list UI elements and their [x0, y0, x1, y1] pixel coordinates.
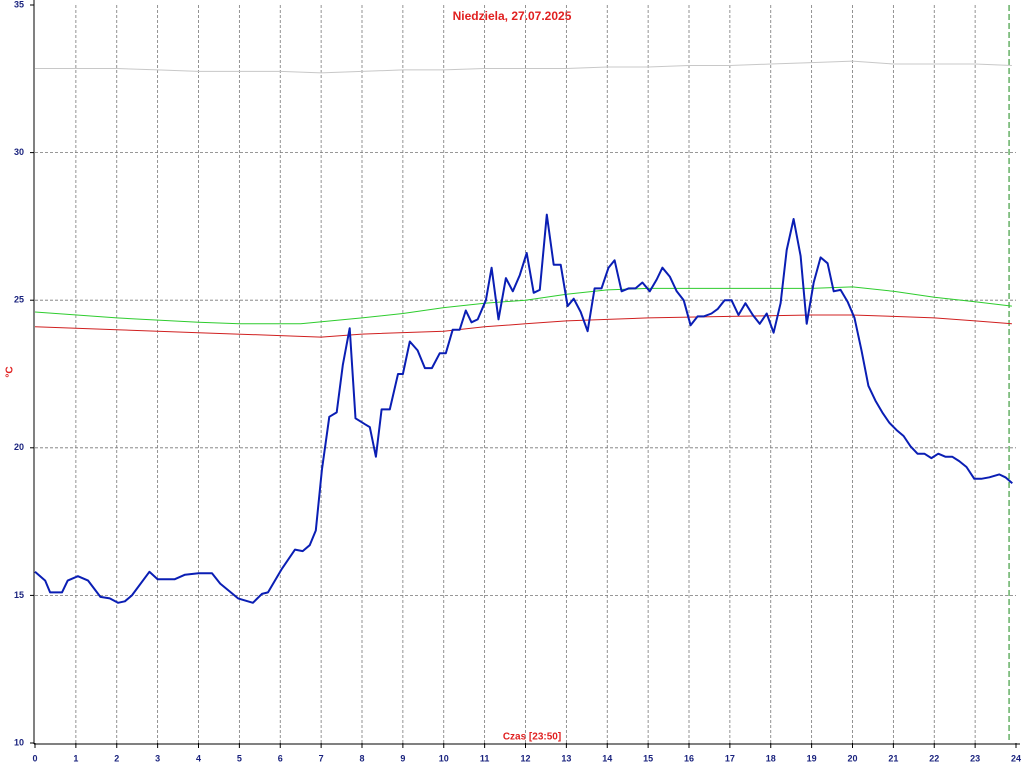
x-tick-label: 9 — [400, 753, 405, 763]
x-tick-label: 0 — [32, 753, 37, 763]
x-tick-label: 3 — [155, 753, 160, 763]
x-axis-label: Czas [23:50] — [503, 732, 561, 743]
chart-title: Niedziela, 27.07.2025 — [453, 9, 572, 23]
y-tick-label: 10 — [14, 737, 24, 747]
line — [34, 286, 1012, 325]
x-tick-label: 22 — [929, 753, 939, 763]
x-tick-label: 17 — [725, 753, 735, 763]
x-tick-label: 2 — [114, 753, 119, 763]
x-tick-label: 19 — [807, 753, 817, 763]
line — [34, 314, 1012, 338]
x-tick-label: 8 — [359, 753, 364, 763]
y-tick-label: 15 — [14, 590, 24, 600]
line — [34, 213, 1013, 604]
x-tick-label: 12 — [520, 753, 530, 763]
x-tick-label: 16 — [684, 753, 694, 763]
x-tick-label: 10 — [439, 753, 449, 763]
x-tick-label: 1 — [73, 753, 78, 763]
x-tick-label: 7 — [319, 753, 324, 763]
line — [35, 60, 1012, 74]
x-tick-label: 5 — [237, 753, 242, 763]
y-tick-label: 20 — [14, 442, 24, 452]
y-axis-label: °C — [5, 366, 16, 377]
y-tick-label: 30 — [14, 147, 24, 157]
x-tick-label: 20 — [847, 753, 857, 763]
y-tick-label: 25 — [14, 295, 24, 305]
x-tick-label: 6 — [278, 753, 283, 763]
x-tick-label: 18 — [766, 753, 776, 763]
x-tick-label: 15 — [643, 753, 653, 763]
x-tick-label: 24 — [1011, 753, 1021, 763]
x-tick-label: 4 — [196, 753, 201, 763]
y-tick-label: 35 — [14, 0, 24, 9]
x-tick-label: 13 — [561, 753, 571, 763]
x-tick-label: 14 — [602, 753, 612, 763]
x-tick-label: 21 — [888, 753, 898, 763]
x-tick-label: 11 — [480, 753, 490, 763]
x-tick-label: 23 — [970, 753, 980, 763]
